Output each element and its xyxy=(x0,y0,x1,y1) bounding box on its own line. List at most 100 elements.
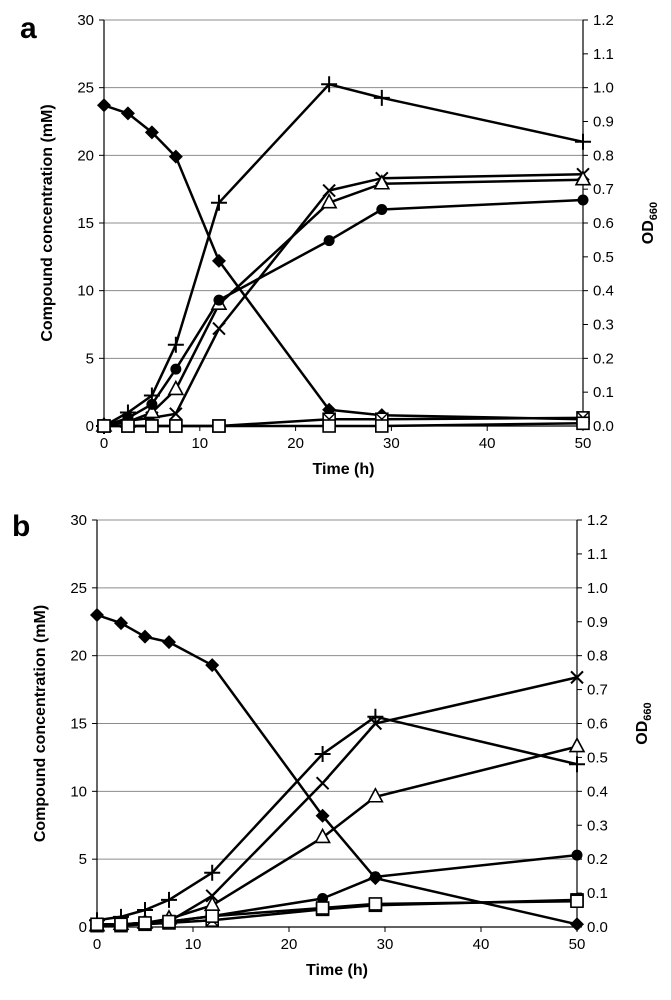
y2-tick-label: 0.2 xyxy=(587,851,608,868)
y2-tick-label: 0.6 xyxy=(587,716,608,733)
y2-tick-label: 1.2 xyxy=(593,12,614,29)
y2-tick-label: 0.1 xyxy=(587,885,608,902)
data-point-square xyxy=(145,419,159,433)
data-point-square xyxy=(121,419,135,433)
data-point-circle xyxy=(146,398,158,410)
data-point-circle xyxy=(323,235,335,247)
data-point-plus xyxy=(569,756,585,773)
y2-axis-title-subscript: 660 xyxy=(642,702,654,720)
y2-tick-label: 0.4 xyxy=(587,783,608,800)
data-point-triangle xyxy=(320,193,338,209)
y2-axis-title: OD660 xyxy=(640,202,660,244)
data-point-plus xyxy=(204,864,221,881)
y2-tick-label: 0.9 xyxy=(593,114,614,131)
y2-tick-label: 0.5 xyxy=(587,749,608,766)
data-point-triangle xyxy=(143,402,161,419)
x-tick-label: 30 xyxy=(383,435,400,452)
chart-panel-a: a 0 5 10 15 20 25 30 0.0 0.1 0.2 0.3 0.4 0.5 0.6 0.7 0.8… xyxy=(20,12,660,478)
data-point-square xyxy=(169,419,183,433)
y2-tick-label: 0.7 xyxy=(593,181,614,198)
y2-tick-label: 0.5 xyxy=(593,249,614,266)
y-tick-label: 30 xyxy=(70,512,87,529)
data-point-cross xyxy=(315,776,330,790)
x-tick-label: 0 xyxy=(100,435,108,452)
data-point-circle xyxy=(213,294,225,306)
data-point-triangle xyxy=(574,170,592,186)
data-point-diamond xyxy=(120,106,135,121)
y2-axis-title-main: OD xyxy=(634,721,651,745)
data-point-diamond xyxy=(205,658,220,673)
y2-axis-title: OD660 xyxy=(634,702,654,744)
data-point-square xyxy=(212,419,226,433)
x-tick-label: 40 xyxy=(473,936,490,953)
y-tick-label: 25 xyxy=(70,580,87,597)
data-point-square xyxy=(576,416,590,431)
y2-tick-label: 0.0 xyxy=(593,418,614,435)
data-point-diamond xyxy=(570,917,584,932)
data-point-diamond xyxy=(97,98,111,113)
data-point-diamond xyxy=(211,253,226,268)
data-point-plus xyxy=(321,76,338,93)
y-tick-label: 0 xyxy=(79,919,87,936)
y-tick-label: 30 xyxy=(77,12,94,29)
data-point-diamond xyxy=(90,607,104,622)
data-point-plus xyxy=(210,194,227,211)
y2-tick-label: 1.0 xyxy=(587,580,608,597)
data-point-square xyxy=(162,914,176,929)
y2-tick-label: 0.8 xyxy=(587,648,608,665)
data-point-cross xyxy=(322,183,336,198)
y2-tick-label: 1.1 xyxy=(587,546,608,563)
data-point-plus xyxy=(161,891,177,908)
data-point-cross xyxy=(368,716,383,731)
y-tick-label: 10 xyxy=(77,283,94,300)
data-point-square xyxy=(138,916,152,930)
chart-panel-b: b 0 5 10 15 20 25 30 0.0 0.1 0.2 0.3 0.4 0.5 0.6 0.7 0.8… xyxy=(12,510,654,979)
data-point-circle xyxy=(577,194,589,206)
y2-tick-label: 1.1 xyxy=(593,46,614,63)
y2-tick-label: 0.0 xyxy=(587,919,608,936)
data-point-cross xyxy=(169,407,183,421)
y-axis-title: Compound concentration (mM) xyxy=(32,605,49,842)
data-point-triangle xyxy=(367,787,384,803)
data-point-triangle xyxy=(373,174,391,190)
data-point-square xyxy=(322,419,336,433)
data-point-square xyxy=(114,917,128,932)
series-line-plus xyxy=(103,83,584,428)
y2-tick-label: 0.2 xyxy=(593,350,614,367)
series-line-cross xyxy=(96,676,578,927)
x-tick-label: 10 xyxy=(191,435,208,452)
y2-tick-label: 0.4 xyxy=(593,283,614,300)
data-point-plus xyxy=(314,746,331,763)
data-point-diamond xyxy=(138,629,152,644)
y2-tick-label: 0.1 xyxy=(593,384,614,401)
y2-tick-label: 0.7 xyxy=(587,682,608,699)
y2-tick-label: 0.3 xyxy=(593,317,614,334)
y2-tick-label: 1.0 xyxy=(593,80,614,97)
y-axis-title: Compound concentration (mM) xyxy=(39,104,56,341)
y-tick-label: 5 xyxy=(86,350,94,367)
y-tick-label: 5 xyxy=(79,851,87,868)
y2-tick-label: 0.6 xyxy=(593,215,614,232)
x-tick-label: 50 xyxy=(569,936,586,953)
y2-axis-title-subscript: 660 xyxy=(648,202,660,220)
data-point-circle xyxy=(376,203,388,215)
y-tick-label: 15 xyxy=(70,716,87,733)
x-axis-title: Time (h) xyxy=(306,962,368,979)
data-point-triangle xyxy=(314,827,331,844)
data-point-square xyxy=(205,909,219,923)
data-point-plus xyxy=(373,89,390,106)
data-point-triangle xyxy=(167,379,185,396)
data-point-square xyxy=(97,419,111,433)
x-axis-title: Time (h) xyxy=(313,461,375,478)
panel-label: b xyxy=(12,510,30,543)
x-tick-label: 10 xyxy=(185,936,202,953)
y2-tick-label: 0.3 xyxy=(587,817,608,834)
y-tick-label: 0 xyxy=(86,418,94,435)
data-point-square xyxy=(315,901,330,915)
y2-tick-label: 0.8 xyxy=(593,147,614,164)
y-tick-label: 20 xyxy=(70,648,87,665)
series-line-plus xyxy=(96,715,578,922)
data-point-circle xyxy=(170,363,182,375)
data-point-square xyxy=(368,897,383,911)
